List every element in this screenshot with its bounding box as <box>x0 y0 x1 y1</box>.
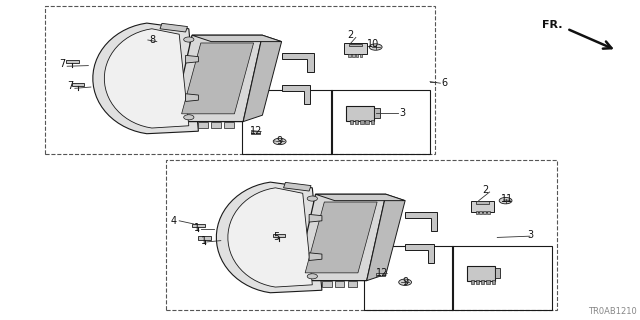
Polygon shape <box>309 214 322 222</box>
Polygon shape <box>93 23 198 134</box>
Polygon shape <box>284 182 311 191</box>
Polygon shape <box>405 212 437 231</box>
Polygon shape <box>173 35 262 122</box>
Bar <box>72 83 84 86</box>
Polygon shape <box>211 122 221 128</box>
Bar <box>364 246 453 310</box>
Bar <box>479 211 482 214</box>
Circle shape <box>399 279 412 285</box>
Text: FR.: FR. <box>541 20 563 30</box>
Polygon shape <box>346 106 374 121</box>
Bar <box>360 120 364 124</box>
Circle shape <box>499 197 512 204</box>
Bar <box>166 160 557 310</box>
Polygon shape <box>160 23 188 32</box>
Bar <box>471 280 474 284</box>
Circle shape <box>369 44 382 50</box>
Polygon shape <box>224 122 234 128</box>
Text: 2: 2 <box>348 30 354 40</box>
Bar <box>476 201 489 204</box>
Bar <box>273 234 285 237</box>
Bar <box>365 120 369 124</box>
Circle shape <box>184 115 194 120</box>
Bar <box>349 44 362 46</box>
Polygon shape <box>228 188 312 287</box>
Bar <box>376 273 385 276</box>
Bar <box>352 54 355 57</box>
Polygon shape <box>309 253 322 260</box>
Polygon shape <box>374 108 380 118</box>
Polygon shape <box>186 55 198 63</box>
Polygon shape <box>316 194 405 201</box>
Bar <box>66 60 79 63</box>
Bar <box>45 6 435 154</box>
Bar <box>356 54 358 57</box>
Circle shape <box>184 37 194 42</box>
Polygon shape <box>198 122 208 128</box>
Polygon shape <box>282 53 314 72</box>
Text: 1: 1 <box>200 236 207 246</box>
Bar <box>192 224 205 227</box>
Circle shape <box>307 274 317 279</box>
Polygon shape <box>467 266 495 281</box>
Polygon shape <box>186 94 198 101</box>
Bar <box>350 120 353 124</box>
Polygon shape <box>104 29 189 128</box>
Bar <box>242 90 332 154</box>
Text: TR0AB1210: TR0AB1210 <box>588 307 637 316</box>
Polygon shape <box>305 202 377 273</box>
Polygon shape <box>471 201 494 212</box>
Circle shape <box>307 196 317 201</box>
Bar <box>198 236 211 240</box>
Polygon shape <box>243 35 282 122</box>
Polygon shape <box>335 281 344 287</box>
Text: 11: 11 <box>501 194 514 204</box>
Polygon shape <box>367 194 405 281</box>
Text: 7: 7 <box>67 81 74 92</box>
Text: 3: 3 <box>399 108 405 118</box>
Bar <box>483 211 486 214</box>
Text: 5: 5 <box>273 232 280 243</box>
Text: 9: 9 <box>276 136 283 147</box>
Bar <box>371 120 374 124</box>
Text: 9: 9 <box>402 277 408 287</box>
Text: 10: 10 <box>367 39 380 49</box>
Text: 6: 6 <box>442 78 448 88</box>
Bar <box>481 280 484 284</box>
Circle shape <box>273 138 286 145</box>
Text: 2: 2 <box>482 185 488 196</box>
Bar <box>251 131 260 134</box>
Bar <box>486 280 490 284</box>
Bar <box>452 246 552 310</box>
Text: 3: 3 <box>527 230 533 240</box>
Text: 4: 4 <box>171 216 177 226</box>
Polygon shape <box>405 244 434 263</box>
Bar <box>487 211 490 214</box>
Bar <box>355 120 358 124</box>
Bar <box>348 54 351 57</box>
Polygon shape <box>296 194 386 281</box>
Polygon shape <box>216 182 322 293</box>
Text: 12: 12 <box>250 125 262 136</box>
Polygon shape <box>282 85 310 104</box>
Bar <box>331 90 430 154</box>
Text: 8: 8 <box>149 35 156 45</box>
Polygon shape <box>495 268 500 278</box>
Text: 12: 12 <box>376 268 388 278</box>
Text: 1: 1 <box>194 223 200 233</box>
Polygon shape <box>182 43 253 114</box>
Bar <box>476 211 478 214</box>
Polygon shape <box>344 43 367 54</box>
Bar <box>360 54 362 57</box>
Text: 7: 7 <box>60 59 66 69</box>
Polygon shape <box>192 35 282 42</box>
Polygon shape <box>322 281 332 287</box>
Bar <box>492 280 495 284</box>
Bar <box>476 280 479 284</box>
Polygon shape <box>348 281 357 287</box>
